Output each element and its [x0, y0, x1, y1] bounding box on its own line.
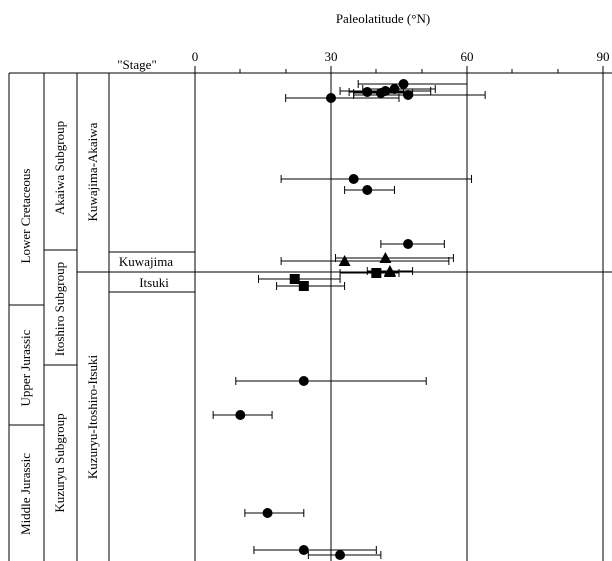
data-point-circle [253, 545, 377, 555]
circle-marker [375, 88, 386, 98]
data-point-square [276, 281, 346, 291]
period-label: Upper Jurassic [18, 329, 33, 406]
data-point-triangle [194, 266, 611, 277]
period-label: Middle Jurassic [18, 453, 33, 535]
circle-marker [298, 545, 309, 555]
circle-marker [403, 90, 414, 100]
circle-marker [362, 185, 373, 195]
data-point-square [257, 274, 341, 284]
stage-header: "Stage" [117, 57, 157, 72]
period-label: Lower Cretaceous [18, 169, 33, 264]
data-point-circle [353, 90, 486, 100]
data-point-circle [235, 376, 427, 386]
square-marker [371, 268, 382, 278]
data-point-circle [344, 185, 395, 195]
circle-marker [335, 550, 346, 560]
triangle-marker [379, 252, 392, 263]
data-point-circle [285, 93, 400, 103]
data-point-circle [380, 239, 445, 249]
circle-marker [348, 174, 359, 184]
formation-label: Kuwajima-Akaiwa [85, 122, 100, 221]
data-point-triangle [280, 255, 450, 266]
circle-marker [326, 93, 336, 103]
circle-marker [262, 508, 273, 518]
square-marker [289, 274, 300, 284]
triangle-marker [383, 266, 396, 277]
top-axis [109, 66, 612, 74]
subgroup-label: Akaiwa Subgroup [52, 121, 67, 215]
data-point-circle [244, 508, 305, 518]
subgroup-label: Kuzuryu Subgroup [52, 413, 67, 512]
circle-marker [235, 410, 246, 420]
x-tick-label: 60 [461, 49, 474, 64]
square-marker [298, 281, 309, 291]
circle-marker [403, 239, 414, 249]
x-tick-label: 90 [597, 49, 610, 64]
data-point-circle [280, 174, 473, 184]
data-point-circle [357, 79, 468, 89]
stage-label: Itsuki [139, 275, 169, 290]
triangle-marker [338, 255, 351, 266]
circle-marker [298, 376, 309, 386]
data-points [194, 79, 611, 560]
x-tick-label: 30 [325, 49, 338, 64]
chart-title: Paleolatitude (°N) [336, 11, 430, 26]
x-tick-label: 0 [192, 49, 199, 64]
data-point-circle [212, 410, 273, 420]
data-point-circle [307, 550, 382, 560]
stage-label: Kuwajima [119, 254, 173, 269]
circle-marker [398, 79, 409, 89]
gridlines [194, 73, 604, 561]
subgroup-label: Itoshiro Subgroup [52, 262, 67, 356]
formation-label: Kuzuryu-Itoshiro-Itsuki [85, 355, 100, 480]
